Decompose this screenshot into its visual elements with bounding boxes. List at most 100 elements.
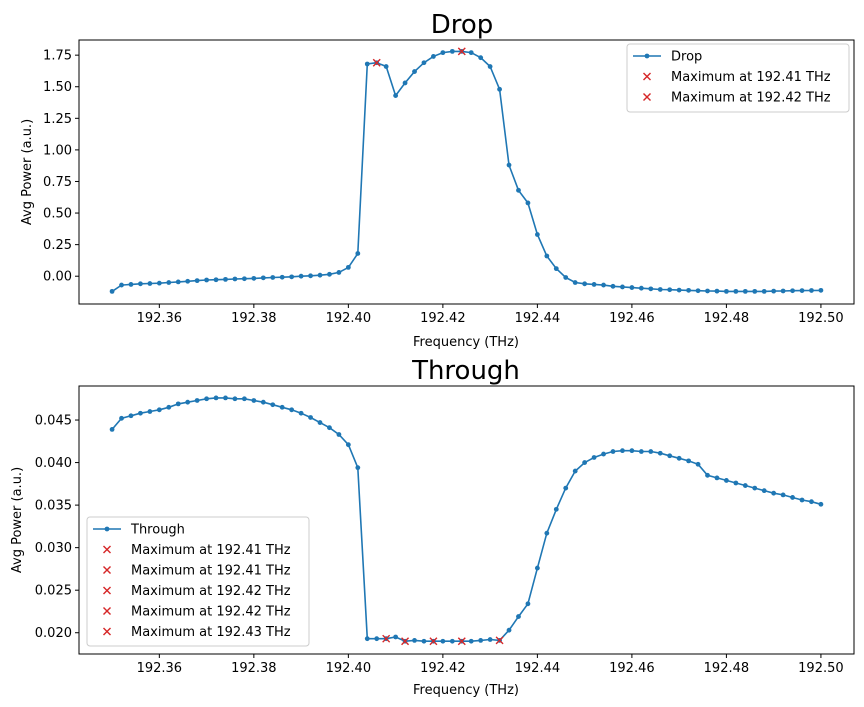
through-title: Through <box>411 356 520 386</box>
drop-data-point <box>364 61 370 67</box>
drop-data-point <box>572 280 578 285</box>
through-data-point <box>742 483 748 488</box>
through-data-point <box>345 442 351 448</box>
through-data-point <box>412 637 417 643</box>
through-data-point <box>620 448 625 454</box>
drop-data-point <box>657 287 663 292</box>
drop-series <box>109 48 824 294</box>
drop-data-point <box>204 277 209 283</box>
drop-data-point <box>478 55 484 61</box>
through-legend-item: Maximum at 192.43 THz <box>103 625 291 640</box>
through-data-point <box>128 413 134 419</box>
through-data-point <box>818 501 824 507</box>
through-legend-label: Maximum at 192.42 THz <box>131 605 291 620</box>
drop-y-ticks: 0.00 0.25 0.50 0.75 1.00 1.25 1.50 1.75 <box>43 49 79 285</box>
drop-y-tick-label: 1.25 <box>43 112 72 127</box>
through-data-point <box>421 638 427 644</box>
through-data-point <box>119 415 124 421</box>
drop-data-point <box>733 288 739 294</box>
drop-data-point <box>166 280 172 285</box>
drop-x-tick-label: 192.50 <box>798 311 844 326</box>
drop-data-point <box>563 275 569 280</box>
through-data-point <box>572 468 578 474</box>
through-x-tick-label: 192.44 <box>515 661 561 676</box>
through-data-point <box>657 450 663 456</box>
drop-chart: Drop 192.36 192.38 192.40 192.42 192.44 192.4… <box>20 10 855 350</box>
through-data-point <box>487 637 493 642</box>
through-data-point <box>544 530 550 536</box>
through-data-point <box>289 407 295 413</box>
drop-data-point <box>638 285 644 291</box>
through-y-tick-label: 0.020 <box>35 626 72 641</box>
through-data-point <box>355 465 361 471</box>
through-data-point <box>468 638 474 644</box>
through-data-point <box>251 398 257 403</box>
through-data-point <box>185 399 191 405</box>
through-data-point <box>147 409 153 414</box>
drop-data-point <box>799 288 805 294</box>
through-data-point <box>638 449 644 454</box>
drop-data-point <box>156 280 162 286</box>
through-data-point <box>223 395 228 401</box>
drop-data-point <box>487 64 493 69</box>
drop-data-point <box>251 275 257 281</box>
drop-data-point <box>582 281 588 287</box>
through-x-tick-label: 192.38 <box>231 661 277 676</box>
drop-data-point <box>601 282 606 288</box>
through-data-point <box>308 415 313 420</box>
drop-data-point <box>449 48 455 54</box>
drop-data-point <box>355 251 361 256</box>
through-data-point <box>109 426 115 432</box>
through-data-point <box>582 460 588 465</box>
drop-y-tick-label: 0.75 <box>43 175 72 190</box>
through-maximum-marker <box>382 634 391 643</box>
drop-legend-box <box>626 43 850 113</box>
drop-data-point <box>185 278 191 284</box>
through-data-point <box>213 395 219 401</box>
through-data-point <box>563 485 569 491</box>
drop-data-point <box>761 288 767 294</box>
through-x-tick-label: 192.50 <box>798 661 844 676</box>
drop-y-tick-label: 1.50 <box>43 80 72 95</box>
drop-legend-label: Drop <box>671 50 702 65</box>
through-data-point <box>648 449 654 454</box>
drop-x-tick-label: 192.42 <box>420 311 466 326</box>
through-data-point <box>591 455 597 460</box>
through-data-point <box>534 565 540 571</box>
drop-y-tick-label: 0.25 <box>43 238 72 253</box>
through-series <box>109 395 824 644</box>
through-y-tick-label: 0.030 <box>35 541 72 556</box>
drop-data-point <box>402 80 408 86</box>
drop-data-point <box>308 273 313 279</box>
through-data-point <box>809 499 814 505</box>
drop-data-point <box>194 278 200 284</box>
through-legend-label: Maximum at 192.41 THz <box>131 564 291 579</box>
through-data-point <box>232 396 238 402</box>
through-data-point <box>780 492 786 498</box>
drop-data-point <box>780 288 786 294</box>
through-x-ticks: 192.36 192.38 192.40 192.42 192.44 192.46 192.… <box>137 654 844 676</box>
drop-data-point <box>175 279 181 285</box>
drop-x-tick-label: 192.38 <box>231 311 277 326</box>
drop-data-point <box>336 270 342 275</box>
drop-data-point <box>676 287 682 293</box>
through-legend-label: Maximum at 192.43 THz <box>131 625 291 640</box>
through-data-point <box>525 601 531 607</box>
through-data-point <box>374 636 380 642</box>
drop-data-point <box>468 50 474 56</box>
drop-data-point <box>742 288 748 294</box>
through-x-tick-label: 192.40 <box>326 661 372 676</box>
drop-data-point <box>289 274 295 280</box>
drop-data-point <box>241 276 247 282</box>
drop-data-point <box>809 288 814 293</box>
drop-legend-label: Maximum at 192.42 THz <box>671 91 831 106</box>
drop-x-axis-label: Frequency (THz) <box>413 335 519 350</box>
through-legend: Through Maximum at 192.41 THz Maximum at 1… <box>86 516 310 647</box>
drop-data-point <box>752 288 758 294</box>
through-legend-item: Through <box>93 523 185 538</box>
through-data-point <box>695 461 701 467</box>
drop-data-point <box>232 276 238 282</box>
through-data-point <box>166 404 172 410</box>
through-legend-label: Maximum at 192.41 THz <box>131 543 291 558</box>
